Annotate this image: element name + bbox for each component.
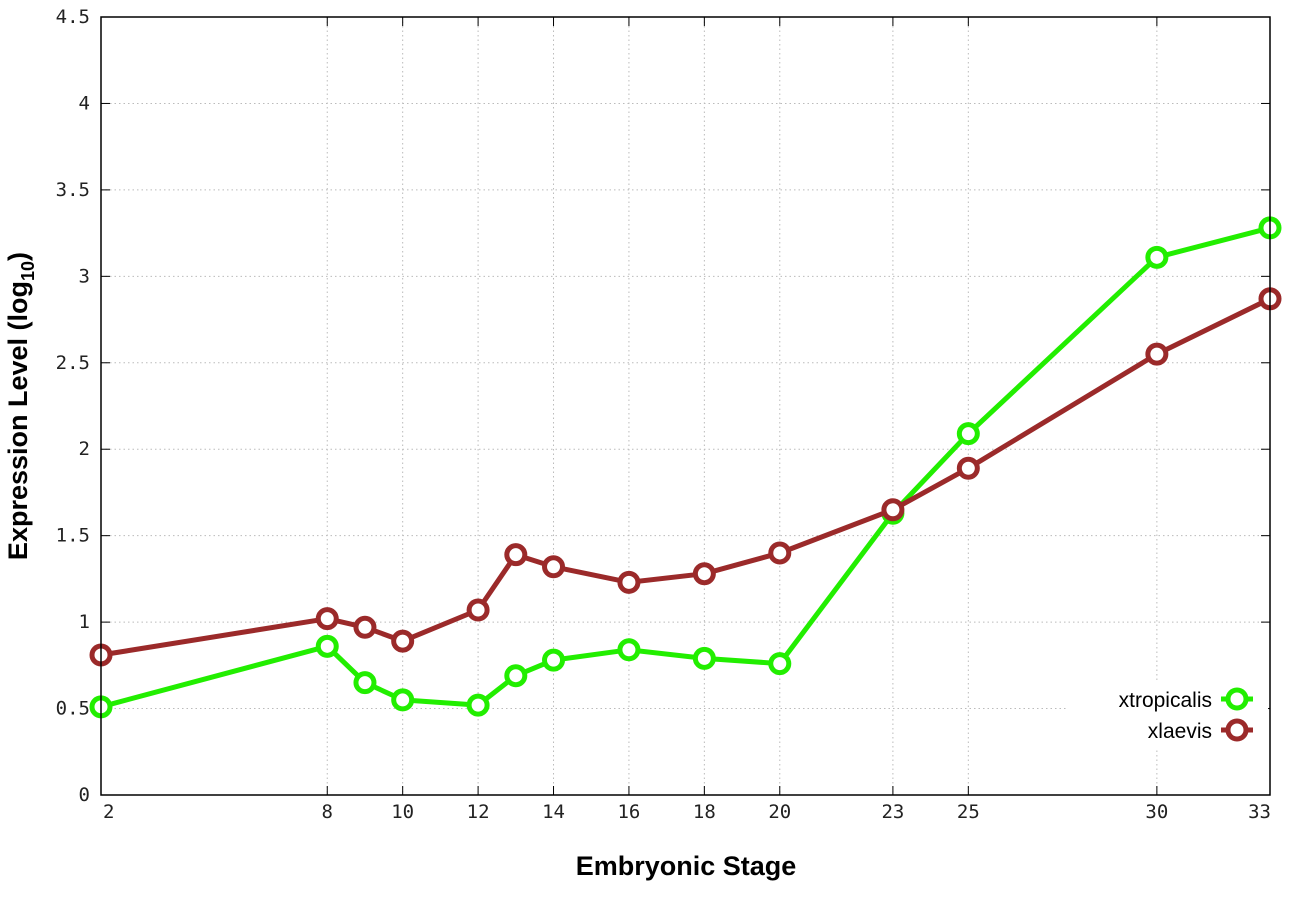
data-point-xtropicalis [504, 664, 528, 688]
data-series [89, 216, 1282, 719]
data-point-xlaevis [768, 541, 792, 565]
y-tick-label: 2.5 [56, 352, 90, 374]
data-point-xlaevis [466, 598, 490, 622]
data-point-xlaevis [617, 570, 641, 594]
y-tick-label: 2 [79, 438, 90, 460]
data-point-xlaevis [1145, 342, 1169, 366]
data-point-xtropicalis [1145, 245, 1169, 269]
data-point-xtropicalis [315, 634, 339, 658]
data-point-xlaevis [504, 543, 528, 567]
data-point-xtropicalis [617, 638, 641, 662]
series-xtropicalis [89, 216, 1282, 719]
legend-swatch-marker-xtropicalis [1225, 687, 1249, 711]
x-tick-label: 16 [617, 801, 640, 823]
series-line-xlaevis [100, 296, 1272, 658]
data-point-xtropicalis [768, 652, 792, 676]
x-tick-label: 33 [1248, 801, 1271, 823]
data-point-xlaevis [956, 456, 980, 480]
y-tick-label: 4 [79, 92, 90, 114]
legend-label-xlaevis: xlaevis [1148, 720, 1212, 743]
data-point-xtropicalis [956, 422, 980, 446]
y-tick-label: 3.5 [56, 179, 90, 201]
x-tick-label: 2 [103, 801, 114, 823]
grid [101, 17, 1270, 795]
data-point-xtropicalis [542, 648, 566, 672]
data-point-xlaevis [692, 562, 716, 586]
series-xlaevis [89, 287, 1282, 667]
data-point-xtropicalis [466, 693, 490, 717]
axis-ticks: 0 0.5 1 1.5 2 2.5 3 3.5 4 4.5 2 8 10 12 14 16 18 20 23 25 30… [56, 6, 1271, 823]
y-tick-label: 3 [79, 265, 90, 287]
x-tick-label: 10 [391, 801, 414, 823]
legend-entry-xtropicalis: xtropicalis [1119, 687, 1253, 712]
y-axis-title-suffix: ) [3, 252, 33, 261]
data-point-xtropicalis [692, 646, 716, 670]
y-tick-label: 0 [79, 784, 90, 806]
y-tick-label: 1 [79, 611, 90, 633]
legend-entry-xlaevis: xlaevis [1148, 718, 1253, 743]
x-axis-title: Embryonic Stage [576, 851, 797, 881]
data-point-xlaevis [353, 615, 377, 639]
data-point-xlaevis [542, 555, 566, 579]
x-tick-label: 8 [322, 801, 333, 823]
x-tick-label: 18 [693, 801, 716, 823]
y-axis-title-subscript: 10 [18, 261, 38, 281]
y-tick-label: 0.5 [56, 698, 90, 720]
legend-label-xtropicalis: xtropicalis [1119, 689, 1212, 712]
x-tick-label: 23 [881, 801, 904, 823]
y-tick-label: 1.5 [56, 525, 90, 547]
plot-area-frame [100, 16, 1271, 796]
x-tick-label: 14 [542, 801, 565, 823]
x-tick-label: 25 [957, 801, 980, 823]
legend: xtropicalis xlaevis [1068, 680, 1268, 750]
y-tick-label: 4.5 [56, 6, 90, 28]
y-axis-title-main: Expression Level (log [3, 281, 33, 560]
x-tick-label: 30 [1145, 801, 1168, 823]
data-point-xlaevis [315, 607, 339, 631]
x-tick-label: 12 [467, 801, 490, 823]
legend-swatch-marker-xlaevis [1225, 718, 1249, 742]
data-point-xtropicalis [391, 688, 415, 712]
data-point-xlaevis [881, 498, 905, 522]
series-line-xtropicalis [100, 225, 1271, 710]
y-axis-title: Expression Level (log10) [3, 252, 38, 560]
x-tick-label: 20 [768, 801, 791, 823]
data-point-xlaevis [391, 629, 415, 653]
data-point-xtropicalis [353, 671, 377, 695]
